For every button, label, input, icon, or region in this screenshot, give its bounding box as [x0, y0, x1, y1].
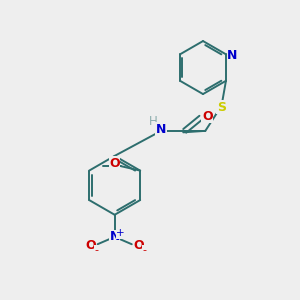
Text: H: H	[148, 115, 157, 128]
Text: O: O	[109, 157, 120, 170]
Text: N: N	[110, 230, 120, 243]
Text: S: S	[217, 101, 226, 114]
Text: N: N	[227, 49, 238, 62]
Text: O: O	[202, 110, 213, 123]
Text: -: -	[142, 245, 146, 255]
Text: -: -	[94, 245, 98, 255]
Text: +: +	[116, 228, 125, 238]
Text: O: O	[134, 239, 144, 252]
Text: O: O	[85, 239, 95, 252]
Text: N: N	[156, 123, 166, 136]
